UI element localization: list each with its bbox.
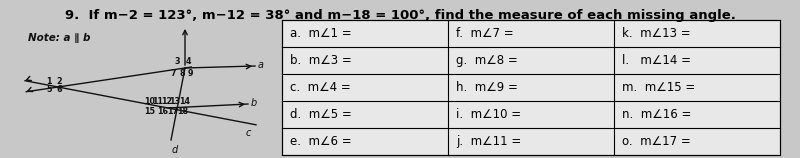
Text: d.  m∠5 =: d. m∠5 = xyxy=(290,108,352,121)
Text: 13: 13 xyxy=(170,97,181,106)
Text: f.  m∠7 =: f. m∠7 = xyxy=(456,27,514,40)
Text: 17: 17 xyxy=(167,107,178,116)
Text: e.  m∠6 =: e. m∠6 = xyxy=(290,135,352,148)
Text: o.  m∠17 =: o. m∠17 = xyxy=(622,135,690,148)
Text: 9.  If m−2 = 123°, m−12 = 38° and m−18 = 100°, find the measure of each missing : 9. If m−2 = 123°, m−12 = 38° and m−18 = … xyxy=(65,9,735,22)
Text: n.  m∠16 =: n. m∠16 = xyxy=(622,108,691,121)
Text: Note: a ∥ b: Note: a ∥ b xyxy=(28,33,90,43)
Text: h.  m∠9 =: h. m∠9 = xyxy=(456,81,518,94)
Text: 3: 3 xyxy=(174,57,180,66)
Text: j.  m∠11 =: j. m∠11 = xyxy=(456,135,522,148)
Text: 15: 15 xyxy=(145,107,155,116)
Text: m.  m∠15 =: m. m∠15 = xyxy=(622,81,695,94)
Text: 4: 4 xyxy=(186,57,190,66)
Text: g.  m∠8 =: g. m∠8 = xyxy=(456,54,518,67)
Text: i.  m∠10 =: i. m∠10 = xyxy=(456,108,521,121)
Text: 8: 8 xyxy=(179,70,185,79)
Text: 14: 14 xyxy=(179,97,190,106)
Text: a: a xyxy=(258,60,264,70)
Text: b.  m∠3 =: b. m∠3 = xyxy=(290,54,352,67)
Text: 1: 1 xyxy=(46,76,52,85)
Text: 11: 11 xyxy=(153,97,163,106)
Text: 6: 6 xyxy=(56,85,62,94)
Text: 5: 5 xyxy=(46,85,52,94)
Bar xyxy=(282,20,780,155)
Text: 9: 9 xyxy=(187,69,193,78)
Text: a.  m∠1 =: a. m∠1 = xyxy=(290,27,352,40)
Text: 18: 18 xyxy=(178,107,189,116)
Text: 16: 16 xyxy=(158,107,169,116)
Text: k.  m∠13 =: k. m∠13 = xyxy=(622,27,690,40)
Text: 12: 12 xyxy=(162,97,173,106)
Text: l.   m∠14 =: l. m∠14 = xyxy=(622,54,691,67)
Text: 7: 7 xyxy=(170,69,176,78)
Text: d: d xyxy=(172,145,178,155)
Text: 2: 2 xyxy=(56,76,62,85)
Text: b: b xyxy=(251,98,258,108)
Text: 10: 10 xyxy=(145,97,155,106)
Text: c.  m∠4 =: c. m∠4 = xyxy=(290,81,350,94)
Text: c: c xyxy=(246,128,251,138)
